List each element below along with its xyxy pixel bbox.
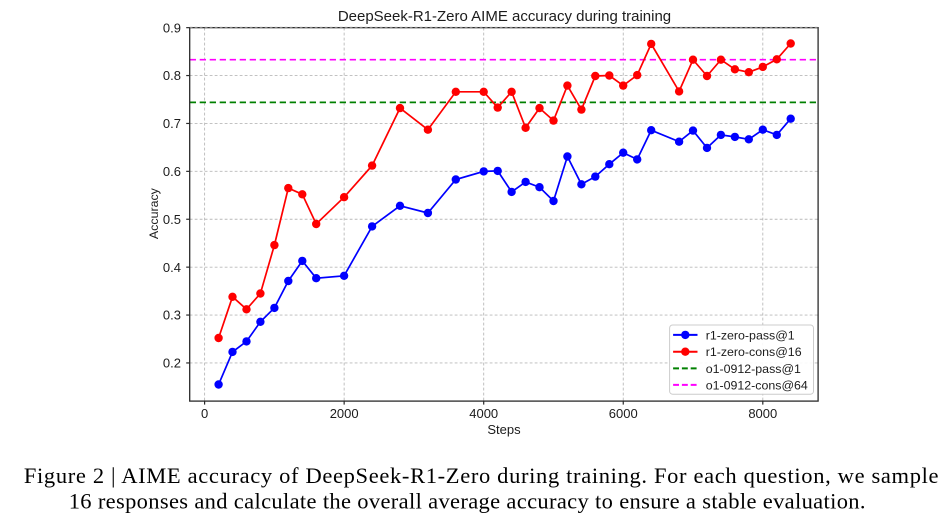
svg-text:r1-zero-pass@1: r1-zero-pass@1	[706, 328, 795, 342]
svg-text:8000: 8000	[748, 406, 777, 421]
svg-text:o1-0912-pass@1: o1-0912-pass@1	[706, 362, 801, 376]
svg-text:0.4: 0.4	[163, 260, 181, 275]
svg-text:16 responses and calculate the: 16 responses and calculate the overall a…	[69, 489, 866, 514]
svg-text:0.2: 0.2	[163, 356, 181, 371]
svg-text:0.9: 0.9	[163, 20, 181, 35]
svg-text:DeepSeek-R1-Zero AIME accuracy: DeepSeek-R1-Zero AIME accuracy during tr…	[338, 8, 671, 25]
svg-text:Steps: Steps	[487, 422, 521, 437]
svg-text:0.3: 0.3	[163, 308, 181, 323]
svg-text:0.7: 0.7	[163, 116, 181, 131]
svg-text:Accuracy: Accuracy	[147, 187, 161, 239]
svg-text:6000: 6000	[609, 406, 638, 421]
svg-text:2000: 2000	[330, 406, 359, 421]
svg-text:0.6: 0.6	[163, 164, 181, 179]
svg-text:Figure 2 | AIME accuracy of De: Figure 2 | AIME accuracy of DeepSeek-R1-…	[24, 463, 939, 488]
svg-text:r1-zero-cons@16: r1-zero-cons@16	[706, 345, 802, 359]
svg-text:4000: 4000	[469, 406, 498, 421]
svg-text:o1-0912-cons@64: o1-0912-cons@64	[706, 378, 808, 392]
svg-text:0.5: 0.5	[163, 212, 181, 227]
svg-text:0.8: 0.8	[163, 68, 181, 83]
svg-text:0: 0	[201, 406, 208, 421]
